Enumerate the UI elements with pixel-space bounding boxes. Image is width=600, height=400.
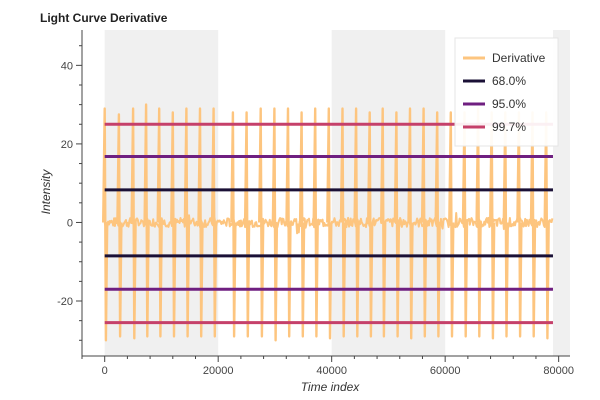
x-tick-label: 80000: [543, 365, 574, 377]
derivative-spike: [367, 111, 374, 338]
derivative-spike: [393, 111, 401, 338]
derivative-spike: [183, 107, 191, 338]
legend: Derivative 68.0% 95.0% 99.7%: [454, 37, 559, 147]
y-axis-title: Intensity: [39, 169, 53, 215]
derivative-spike: [197, 107, 204, 338]
derivative-spike: [461, 111, 469, 338]
derivative-spike: [156, 107, 163, 338]
derivative-spike: [143, 103, 150, 338]
y-tick-label: -20: [57, 296, 73, 308]
derivative-spike: [475, 107, 482, 338]
derivative-spike: [285, 107, 292, 338]
derivative-spike: [407, 107, 414, 340]
x-axis-ticks: 0 20000 40000 60000 80000: [81, 356, 574, 377]
axes: [81, 30, 570, 357]
legend-label: 95.0%: [492, 97, 526, 111]
derivative-spike: [102, 107, 109, 342]
derivative-spike: [420, 107, 428, 338]
derivative-spike: [434, 111, 441, 338]
derivative-spike: [448, 111, 455, 338]
background-band-1: [331, 30, 446, 356]
derivative-spike: [516, 111, 523, 338]
y-tick-label: 0: [67, 217, 73, 229]
x-tick-label: 40000: [316, 365, 347, 377]
derivative-spike: [170, 111, 177, 338]
x-tick-label: 20000: [203, 365, 234, 377]
derivative-spike: [230, 111, 237, 338]
derivative-spike: [258, 107, 265, 338]
derivative-spike: [243, 111, 251, 338]
derivative-spike: [271, 107, 279, 342]
derivative-spike: [298, 111, 306, 338]
derivative-spike: [353, 107, 360, 338]
x-tick-label: 60000: [430, 365, 461, 377]
chart-title: Light Curve Derivative: [40, 11, 168, 25]
legend-label: Derivative: [492, 51, 546, 65]
legend-label: 68.0%: [492, 74, 526, 88]
derivative-spike: [210, 107, 218, 338]
derivative-spike: [529, 111, 537, 338]
x-tick-label: 0: [102, 365, 108, 377]
y-tick-label: 40: [61, 60, 73, 72]
legend-label: 99.7%: [492, 120, 526, 134]
y-axis-ticks: -20 0 20 40: [57, 45, 82, 341]
derivative-spike: [116, 113, 123, 338]
derivative-spike: [489, 111, 496, 340]
y-tick-label: 20: [61, 139, 73, 151]
derivative-spike: [312, 107, 319, 338]
x-axis-title: Time index: [301, 380, 361, 394]
derivative-spike: [380, 107, 387, 338]
derivative-spike: [339, 107, 347, 338]
derivative-spike: [502, 111, 509, 338]
derivative-spike: [130, 107, 137, 340]
series-layer: [102, 103, 554, 342]
derivative-spike: [543, 111, 550, 340]
derivative-spike: [326, 107, 333, 340]
